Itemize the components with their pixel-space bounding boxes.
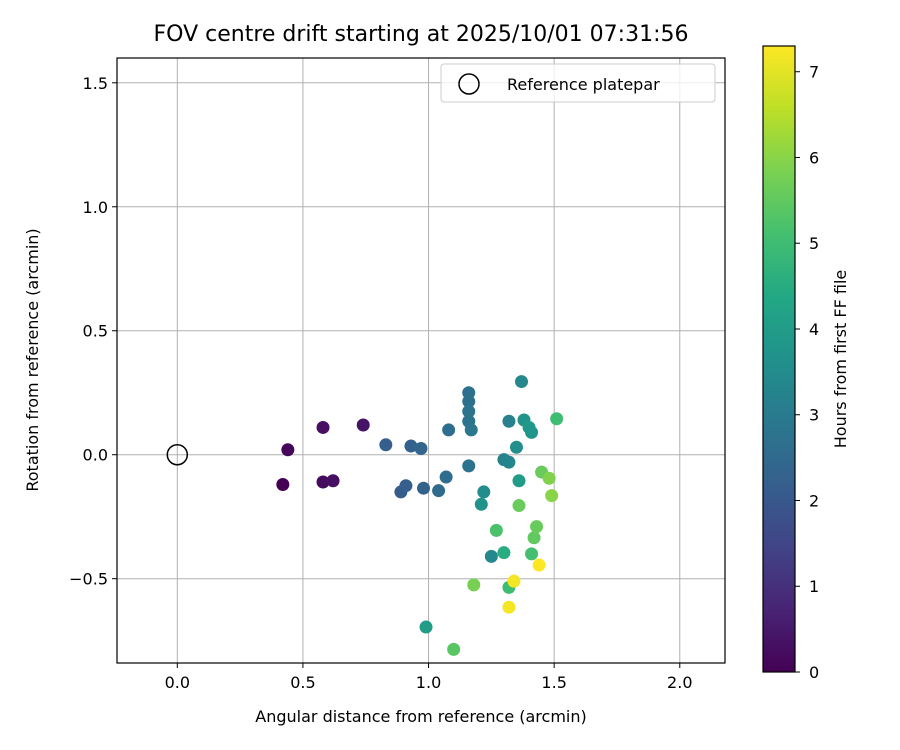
colorbar-tick-label: 2	[809, 491, 819, 510]
reference-marker-group	[166, 443, 189, 466]
legend-box	[440, 63, 716, 103]
colorbar-gradient	[763, 46, 795, 672]
data-point	[326, 474, 340, 488]
data-point	[281, 443, 295, 457]
data-point	[462, 394, 476, 408]
data-point	[316, 475, 330, 489]
y-tick-label: 1.0	[83, 198, 108, 217]
x-tick-label: 2.0	[667, 673, 692, 692]
colorbar-ticks: 0 1 2 3 4 5 6 7	[795, 63, 819, 682]
y-tick-label: 0.5	[83, 322, 108, 341]
reference-platepar-marker	[166, 443, 189, 466]
data-point	[525, 547, 539, 561]
data-point	[474, 497, 488, 511]
data-point	[442, 423, 456, 437]
data-point	[419, 620, 433, 634]
data-point	[502, 455, 516, 469]
plot-frame	[116, 57, 726, 664]
colorbar-tick-label: 7	[809, 63, 819, 82]
data-points	[276, 375, 564, 656]
data-point	[542, 471, 556, 485]
data-point	[532, 558, 546, 572]
legend: Reference platepar	[440, 63, 716, 103]
y-axis-ticks: −0.5 0.0 0.5 1.0 1.5	[69, 74, 117, 589]
data-point	[509, 440, 523, 454]
data-point	[447, 642, 461, 656]
data-point	[477, 485, 491, 499]
data-point	[432, 484, 446, 498]
data-point	[502, 414, 516, 428]
data-point	[467, 578, 481, 592]
colorbar-tick-label: 4	[809, 320, 819, 339]
x-tick-label: 0.0	[165, 673, 190, 692]
data-point	[545, 489, 559, 503]
data-point	[489, 523, 503, 537]
data-point	[276, 477, 290, 491]
data-point	[464, 423, 478, 437]
data-point	[525, 425, 539, 439]
data-point	[530, 520, 544, 534]
data-point	[356, 418, 370, 432]
colorbar-tick-label: 3	[809, 406, 819, 425]
data-point	[414, 442, 428, 456]
data-point	[439, 470, 453, 484]
data-point	[399, 479, 413, 493]
data-point	[462, 459, 476, 473]
data-point	[379, 438, 393, 452]
x-tick-label: 0.5	[290, 673, 315, 692]
legend-label: Reference platepar	[507, 75, 660, 94]
data-point	[404, 439, 418, 453]
x-axis-label: Angular distance from reference (arcmin)	[255, 707, 586, 726]
data-point	[512, 499, 526, 513]
x-tick-label: 1.0	[416, 673, 441, 692]
data-point	[497, 546, 511, 560]
colorbar-tick-label: 0	[809, 663, 819, 682]
y-tick-label: 0.0	[83, 446, 108, 465]
x-axis-ticks: 0.0 0.5 1.0 1.5 2.0	[165, 663, 693, 692]
data-point	[550, 412, 564, 426]
colorbar-tick-label: 1	[809, 577, 819, 596]
colorbar-tick-label: 6	[809, 148, 819, 167]
data-point	[514, 375, 528, 389]
data-point	[417, 481, 431, 495]
y-axis-label: Rotation from reference (arcmin)	[23, 228, 42, 491]
colorbar-label: Hours from first FF file	[831, 270, 850, 449]
colorbar-tick-label: 5	[809, 234, 819, 253]
data-point	[512, 474, 526, 488]
legend-reference-marker	[458, 73, 480, 95]
colorbar: 0 1 2 3 4 5 6 7 Hours from first FF file	[762, 45, 850, 682]
data-point	[502, 600, 516, 614]
data-point	[527, 531, 541, 545]
data-point	[316, 420, 330, 434]
y-tick-label: −0.5	[69, 570, 108, 589]
data-point	[462, 404, 476, 418]
chart-title: FOV centre drift starting at 2025/10/01 …	[154, 22, 689, 47]
grid	[117, 58, 725, 663]
data-point	[507, 574, 521, 588]
data-point	[484, 549, 498, 563]
y-tick-label: 1.5	[83, 74, 108, 93]
colorbar-frame	[762, 45, 796, 673]
x-tick-label: 1.5	[541, 673, 566, 692]
